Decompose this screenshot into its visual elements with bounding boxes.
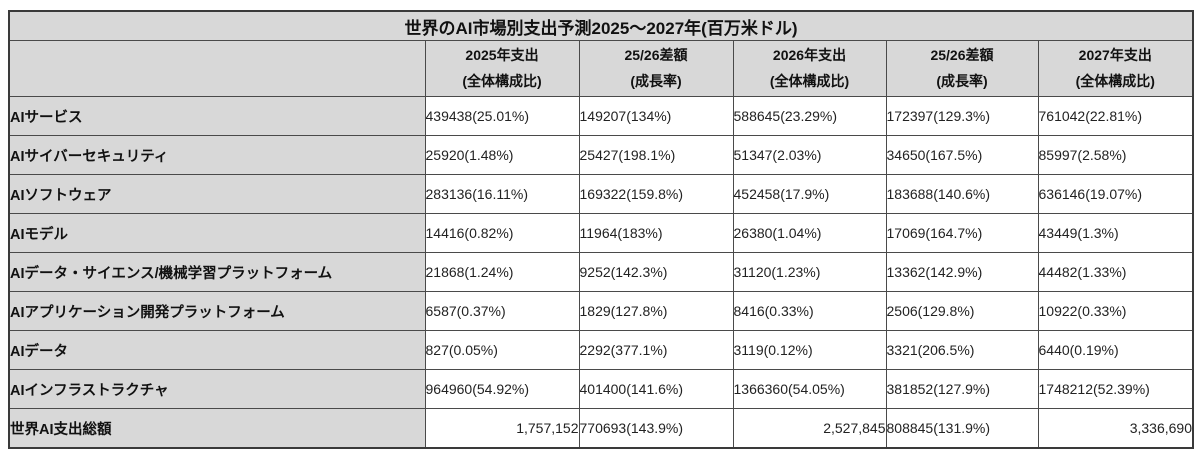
row-label: AIサイバーセキュリティ <box>8 135 426 175</box>
header-line2: (全体構成比) <box>1075 72 1155 89</box>
table-row: AIサイバーセキュリティ 25920(1.48%) 25427(198.1%) … <box>8 135 1194 175</box>
row-label: AIデータ <box>8 330 426 370</box>
row-label: AIソフトウェア <box>8 174 426 214</box>
ai-spending-forecast-table-wrap: 世界のAI市場別支出予測2025〜2027年(百万米ドル) 2025年支出 (全… <box>8 10 1194 449</box>
header-line1: 25/26差額 <box>624 47 688 64</box>
col-header-2026-spend: 2026年支出 (全体構成比) <box>732 40 887 97</box>
table-row: AIインフラストラクチャ 964960(54.92%) 401400(141.6… <box>8 369 1194 409</box>
table-row: AIデータ 827(0.05%) 2292(377.1%) 3119(0.12%… <box>8 330 1194 370</box>
cell: 588645(23.29%) <box>732 96 887 136</box>
cell: 13362(142.9%) <box>885 252 1039 292</box>
cell: 8416(0.33%) <box>732 291 887 331</box>
cell: 11964(183%) <box>578 213 734 253</box>
cell: 6440(0.19%) <box>1037 330 1194 370</box>
header-line2: (全体構成比) <box>769 72 850 89</box>
table-row: AIモデル 14416(0.82%) 11964(183%) 26380(1.0… <box>8 213 1194 253</box>
cell: 183688(140.6%) <box>885 174 1039 214</box>
total-cell: 808845(131.9%) <box>885 408 1039 449</box>
col-header-2526-diff: 25/26差額 (成長率) <box>578 40 734 97</box>
cell: 25920(1.48%) <box>424 135 580 175</box>
cell: 452458(17.9%) <box>732 174 887 214</box>
table-title: 世界のAI市場別支出予測2025〜2027年(百万米ドル) <box>8 10 1194 41</box>
cell: 439438(25.01%) <box>424 96 580 136</box>
col-header-2027-spend: 2027年支出 (全体構成比) <box>1037 40 1194 97</box>
table-row: AIデータ・サイエンス/機械学習プラットフォーム 21868(1.24%) 92… <box>8 252 1194 292</box>
cell: 34650(167.5%) <box>885 135 1039 175</box>
cell: 1748212(52.39%) <box>1037 369 1194 409</box>
cell: 21868(1.24%) <box>424 252 580 292</box>
title-row: 世界のAI市場別支出予測2025〜2027年(百万米ドル) <box>8 10 1194 41</box>
cell: 85997(2.58%) <box>1037 135 1194 175</box>
row-label: AIインフラストラクチャ <box>8 369 426 409</box>
cell: 172397(129.3%) <box>885 96 1039 136</box>
table-row: AIサービス 439438(25.01%) 149207(134%) 58864… <box>8 96 1194 136</box>
cell: 169322(159.8%) <box>578 174 734 214</box>
cell: 31120(1.23%) <box>732 252 887 292</box>
cell: 827(0.05%) <box>424 330 580 370</box>
cell: 283136(16.11%) <box>424 174 580 214</box>
cell: 10922(0.33%) <box>1037 291 1194 331</box>
table-row: AIアプリケーション開発プラットフォーム 6587(0.37%) 1829(12… <box>8 291 1194 331</box>
row-label: AIモデル <box>8 213 426 253</box>
header-line1: 25/26差額 <box>930 47 994 64</box>
ai-spending-forecast-table: 世界のAI市場別支出予測2025〜2027年(百万米ドル) 2025年支出 (全… <box>8 10 1194 449</box>
total-row-label: 世界AI支出総額 <box>8 408 426 449</box>
cell: 1366360(54.05%) <box>732 369 887 409</box>
col-header-2025-spend: 2025年支出 (全体構成比) <box>424 40 580 97</box>
cell: 43449(1.3%) <box>1037 213 1194 253</box>
header-line2: (成長率) <box>936 72 988 89</box>
cell: 9252(142.3%) <box>578 252 734 292</box>
cell: 51347(2.03%) <box>732 135 887 175</box>
cell: 26380(1.04%) <box>732 213 887 253</box>
cell: 964960(54.92%) <box>424 369 580 409</box>
cell: 6587(0.37%) <box>424 291 580 331</box>
col-header-2627-diff: 25/26差額 (成長率) <box>885 40 1039 97</box>
cell: 761042(22.81%) <box>1037 96 1194 136</box>
header-line2: (成長率) <box>630 72 682 89</box>
total-cell: 1,757,152 <box>424 408 580 449</box>
cell: 17069(164.7%) <box>885 213 1039 253</box>
table-row-total: 世界AI支出総額 1,757,152 770693(143.9%) 2,527,… <box>8 408 1194 449</box>
cell: 2506(129.8%) <box>885 291 1039 331</box>
cell: 14416(0.82%) <box>424 213 580 253</box>
cell: 381852(127.9%) <box>885 369 1039 409</box>
cell: 25427(198.1%) <box>578 135 734 175</box>
header-line1: 2025年支出 <box>465 47 539 64</box>
total-cell: 770693(143.9%) <box>578 408 734 449</box>
cell: 1829(127.8%) <box>578 291 734 331</box>
row-label: AIサービス <box>8 96 426 136</box>
cell: 401400(141.6%) <box>578 369 734 409</box>
row-label: AIデータ・サイエンス/機械学習プラットフォーム <box>8 252 426 292</box>
cell: 2292(377.1%) <box>578 330 734 370</box>
total-cell: 2,527,845 <box>732 408 887 449</box>
header-line2: (全体構成比) <box>462 72 542 89</box>
total-cell: 3,336,690 <box>1037 408 1194 449</box>
cell: 3321(206.5%) <box>885 330 1039 370</box>
corner-empty-cell <box>8 40 426 97</box>
header-line1: 2026年支出 <box>772 47 847 64</box>
cell: 3119(0.12%) <box>732 330 887 370</box>
header-row: 2025年支出 (全体構成比) 25/26差額 (成長率) 2026年支出 (全… <box>8 40 1194 97</box>
table-row: AIソフトウェア 283136(16.11%) 169322(159.8%) 4… <box>8 174 1194 214</box>
cell: 44482(1.33%) <box>1037 252 1194 292</box>
cell: 149207(134%) <box>578 96 734 136</box>
header-line1: 2027年支出 <box>1078 47 1152 64</box>
cell: 636146(19.07%) <box>1037 174 1194 214</box>
row-label: AIアプリケーション開発プラットフォーム <box>8 291 426 331</box>
